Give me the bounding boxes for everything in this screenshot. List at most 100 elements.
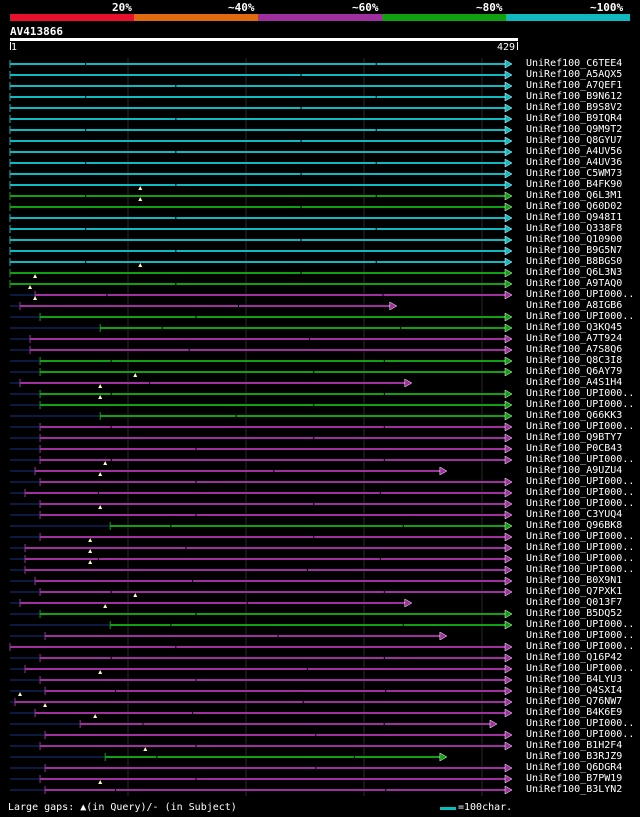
hit-label[interactable]: UniRef100_A8IGB6 [526, 300, 623, 311]
hit-label[interactable]: UniRef100_Q6L3N3 [526, 267, 623, 278]
hit-label[interactable]: UniRef100_A5AQX5 [526, 69, 623, 80]
hit-label[interactable]: UniRef100_B4K6E9 [526, 707, 623, 718]
hit-label[interactable]: UniRef100_UPI000.. [526, 619, 635, 630]
hit-label[interactable]: UniRef100_Q10900 [526, 234, 623, 245]
query-gap-triangle-icon [133, 593, 138, 597]
hit-label[interactable]: UniRef100_B0X9N1 [526, 575, 623, 586]
hit-label[interactable]: UniRef100_B1H2F4 [526, 740, 623, 751]
hit-label[interactable]: UniRef100_B9IQR4 [526, 113, 623, 124]
hit-label[interactable]: UniRef100_Q16P42 [526, 652, 623, 663]
hit-label[interactable]: UniRef100_Q4SXI4 [526, 685, 623, 696]
hit-row [9, 235, 513, 245]
hit-row [9, 136, 513, 146]
hit-label[interactable]: UniRef100_Q6DGR4 [526, 762, 623, 773]
hit-label[interactable]: UniRef100_Q96BK8 [526, 520, 623, 531]
hit-label[interactable]: UniRef100_UPI000.. [526, 564, 635, 575]
hit-arrow-icon [504, 554, 513, 564]
hit-arrow-icon [504, 774, 513, 784]
hit-label[interactable]: UniRef100_UPI000.. [526, 729, 635, 740]
hit-label[interactable]: UniRef100_B5DQ52 [526, 608, 623, 619]
hit-label[interactable]: UniRef100_A7S8Q6 [526, 344, 623, 355]
hit-label[interactable]: UniRef100_UPI000.. [526, 487, 635, 498]
query-gap-triangle-icon [98, 505, 103, 509]
hit-arrow-icon [504, 422, 513, 432]
hit-label[interactable]: UniRef100_Q6AY79 [526, 366, 623, 377]
query-gap-triangle-icon [98, 472, 103, 476]
hit-label[interactable]: UniRef100_A4UV56 [526, 146, 623, 157]
hit-row [10, 395, 513, 410]
legend-in-query: (in Query)/ [86, 802, 153, 813]
query-gap-triangle-icon [103, 461, 108, 465]
query-gap-triangle-icon [138, 263, 143, 267]
hit-row [10, 730, 513, 740]
hit-label[interactable]: UniRef100_B9G5N7 [526, 245, 623, 256]
hit-label[interactable]: UniRef100_Q8GYU7 [526, 135, 623, 146]
hit-label[interactable]: UniRef100_UPI000.. [526, 399, 635, 410]
hit-arrow-icon [504, 730, 513, 740]
hit-row [10, 664, 513, 674]
hit-label[interactable]: UniRef100_UPI000.. [526, 542, 635, 553]
hit-arrow-icon [504, 741, 513, 751]
hit-label[interactable]: UniRef100_UPI000.. [526, 553, 635, 564]
hit-label[interactable]: UniRef100_UPI000.. [526, 531, 635, 542]
hit-row [9, 197, 513, 212]
hit-label[interactable]: UniRef100_Q948I1 [526, 212, 623, 223]
hit-label[interactable]: UniRef100_UPI000.. [526, 718, 635, 729]
hit-label[interactable]: UniRef100_B9S8V2 [526, 102, 623, 113]
hit-label[interactable]: UniRef100_B4LYU3 [526, 674, 623, 685]
hit-row [9, 70, 513, 80]
hit-label[interactable]: UniRef100_Q338F8 [526, 223, 623, 234]
hit-arrow-icon [504, 576, 513, 586]
hit-label[interactable]: UniRef100_UPI000.. [526, 388, 635, 399]
hit-label[interactable]: UniRef100_UPI000.. [526, 663, 635, 674]
hit-arrow-icon [404, 598, 413, 608]
hit-label[interactable]: UniRef100_A7QEF1 [526, 80, 623, 91]
hit-label[interactable]: UniRef100_Q60D02 [526, 201, 623, 212]
hit-label[interactable]: UniRef100_Q7PXK1 [526, 586, 623, 597]
hit-label[interactable]: UniRef100_Q9M9T2 [526, 124, 623, 135]
hit-label[interactable]: UniRef100_Q8C3I8 [526, 355, 623, 366]
hit-label[interactable]: UniRef100_C6TEE4 [526, 58, 623, 69]
hit-arrow-icon [504, 521, 513, 531]
hit-label[interactable]: UniRef100_A9TAQ0 [526, 278, 623, 289]
hit-row [10, 560, 513, 575]
hit-label[interactable]: UniRef100_UPI000.. [526, 498, 635, 509]
hit-label[interactable]: UniRef100_B3LYN2 [526, 784, 623, 795]
hit-label[interactable]: UniRef100_UPI000.. [526, 641, 635, 652]
hit-label[interactable]: UniRef100_UPI000.. [526, 454, 635, 465]
hit-label[interactable]: UniRef100_UPI000.. [526, 289, 635, 300]
hit-label[interactable]: UniRef100_B8BGS0 [526, 256, 623, 267]
hit-label[interactable]: UniRef100_B7PW19 [526, 773, 623, 784]
hit-label[interactable]: UniRef100_A4UV36 [526, 157, 623, 168]
hit-arrow-icon [504, 455, 513, 465]
hit-label[interactable]: UniRef100_Q9BTY7 [526, 432, 623, 443]
hit-label[interactable]: UniRef100_A7T924 [526, 333, 623, 344]
hit-label[interactable]: UniRef100_P0CB43 [526, 443, 623, 454]
hit-row [10, 488, 513, 498]
hit-label[interactable]: UniRef100_Q6L3M1 [526, 190, 623, 201]
hit-label[interactable]: UniRef100_Q66KK3 [526, 410, 623, 421]
hit-label[interactable]: UniRef100_C5WM73 [526, 168, 623, 179]
legend-dash-icon: - [152, 802, 159, 813]
hit-label[interactable]: UniRef100_UPI000.. [526, 311, 635, 322]
hit-row [9, 263, 513, 278]
hit-label[interactable]: UniRef100_B3RJZ9 [526, 751, 623, 762]
hit-label[interactable]: UniRef100_UPI000.. [526, 476, 635, 487]
hit-arrow-icon [504, 323, 513, 333]
hit-label[interactable]: UniRef100_Q76NW7 [526, 696, 623, 707]
hit-arrow-icon [504, 224, 513, 234]
hit-label[interactable]: UniRef100_Q3KQ45 [526, 322, 623, 333]
hit-row [10, 461, 448, 476]
hit-label[interactable]: UniRef100_C3YUQ4 [526, 509, 623, 520]
hit-label[interactable]: UniRef100_UPI000.. [526, 421, 635, 432]
hit-arrow-icon [504, 686, 513, 696]
hit-arrow-icon [504, 103, 513, 113]
hit-label[interactable]: UniRef100_A4S1H4 [526, 377, 623, 388]
hit-label[interactable]: UniRef100_UPI000.. [526, 630, 635, 641]
hit-label[interactable]: UniRef100_Q013F7 [526, 597, 623, 608]
hit-label[interactable]: UniRef100_B9N612 [526, 91, 623, 102]
hit-label[interactable]: UniRef100_B4FK90 [526, 179, 623, 190]
query-gap-triangle-icon [88, 560, 93, 564]
hit-row [10, 345, 513, 355]
hit-label[interactable]: UniRef100_A9UZU4 [526, 465, 623, 476]
